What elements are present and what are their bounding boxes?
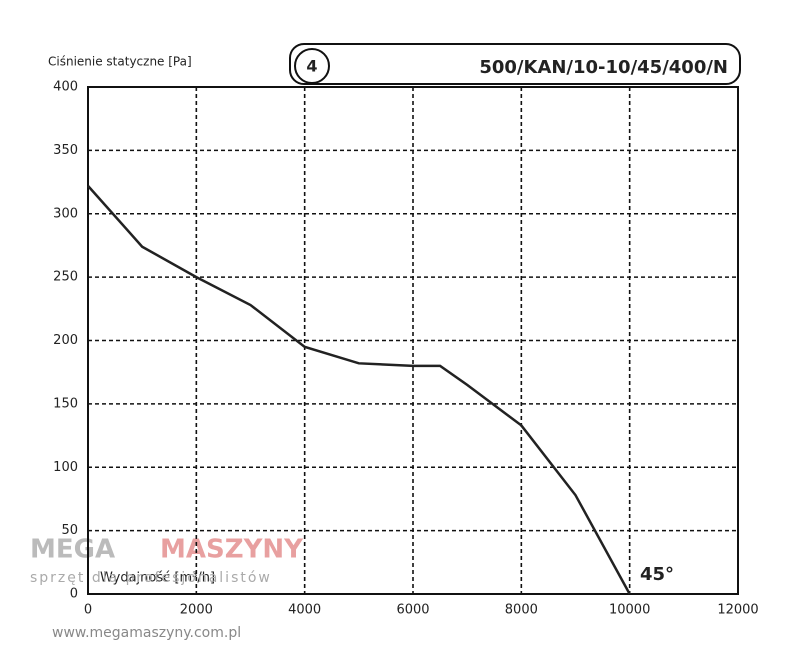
x-tick-label: 4000 — [288, 603, 321, 618]
y-tick-label: 400 — [53, 80, 78, 95]
x-tick-label: 2000 — [180, 603, 213, 618]
watermark-brand: MASZYNY — [160, 535, 304, 565]
x-tick-label: 10000 — [609, 603, 650, 618]
y-tick-label: 150 — [53, 396, 78, 411]
x-tick-label: 12000 — [717, 603, 758, 618]
model-name: 500/KAN/10-10/45/400/N — [479, 57, 728, 78]
x-tick-label: 8000 — [505, 603, 538, 618]
x-tick-label: 6000 — [396, 603, 429, 618]
y-tick-label: 100 — [53, 460, 78, 475]
y-tick-label: 50 — [61, 523, 78, 538]
y-tick-label: 0 — [70, 587, 78, 602]
y-tick-label: 250 — [53, 270, 78, 285]
plot-frame — [87, 86, 739, 595]
curve — [87, 185, 631, 595]
y-tick-label: 300 — [53, 206, 78, 221]
watermark-brand: MEGA — [30, 535, 115, 565]
header-box — [289, 43, 741, 85]
watermark-url: www.megamaszyny.com.pl — [52, 625, 241, 641]
x-axis-label: Wydajność [m³/h] — [100, 571, 215, 586]
curve-number: 4 — [306, 57, 317, 76]
y-tick-label: 200 — [53, 333, 78, 348]
watermark-tagline: sprzęt dla profesjonalistów — [30, 570, 272, 586]
curve-badge — [294, 48, 330, 84]
y-axis-label: Ciśnienie statyczne [Pa] — [48, 55, 192, 69]
annotation: 45° — [640, 564, 674, 585]
x-tick-label: 0 — [84, 603, 92, 618]
y-tick-label: 350 — [53, 143, 78, 158]
